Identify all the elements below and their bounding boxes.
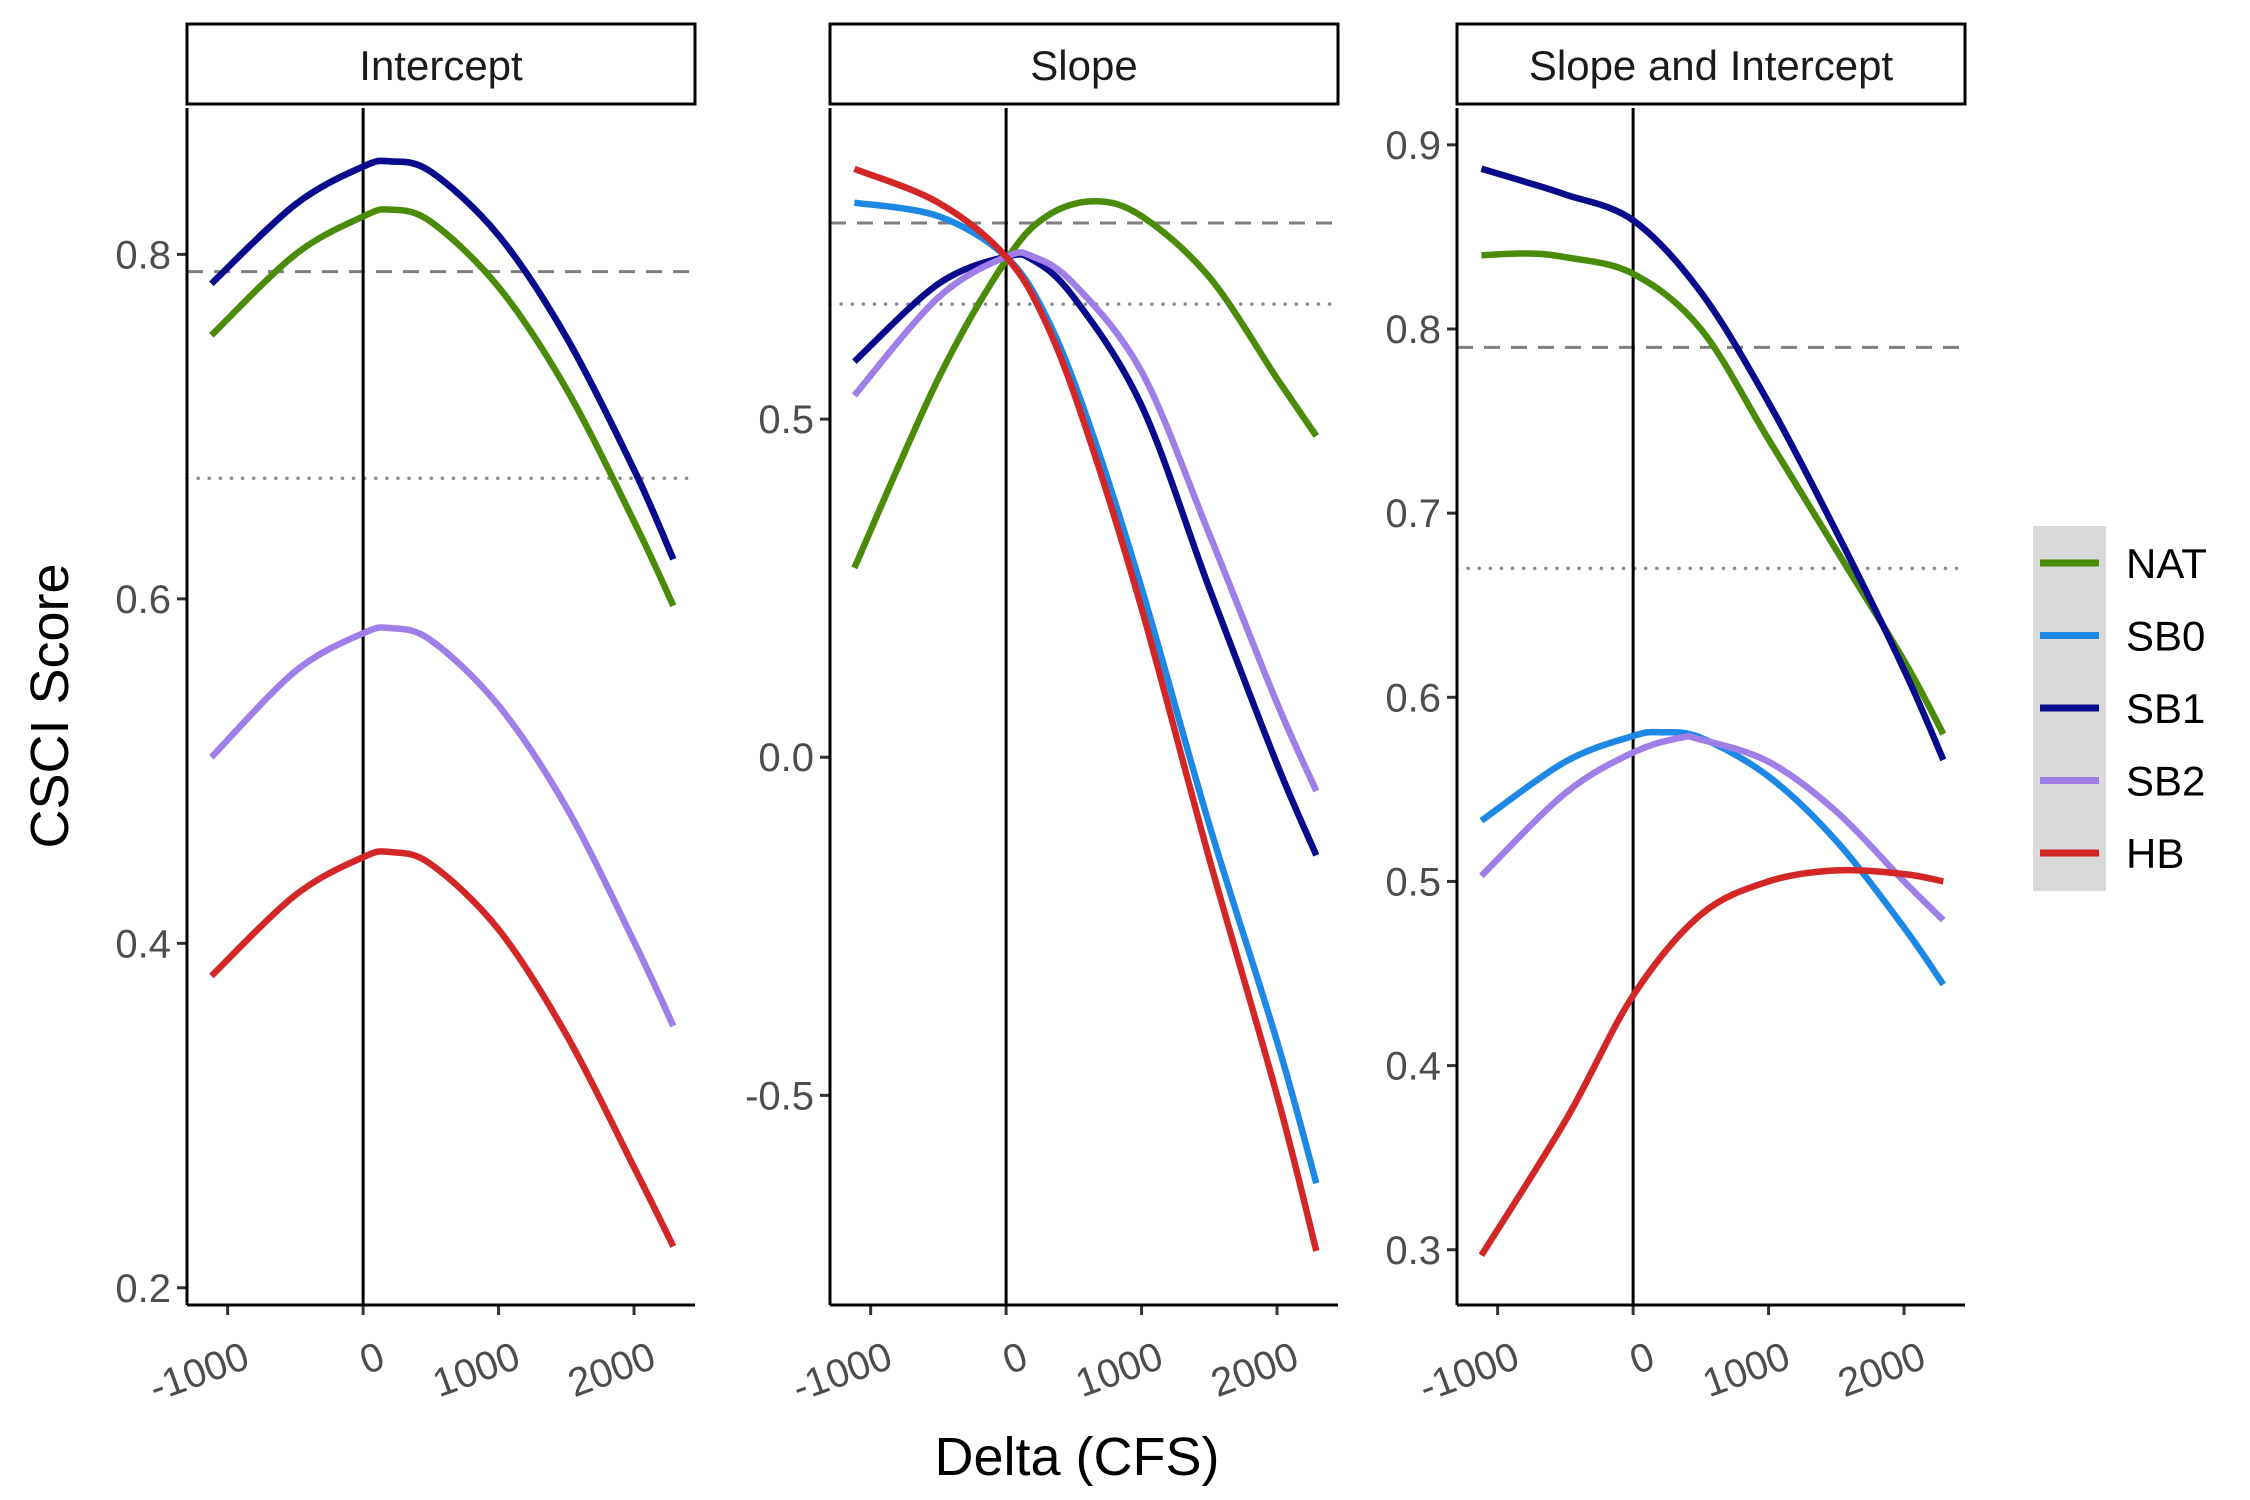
strip-box-slope-and-intercept (1455, 22, 1967, 106)
strip-box-slope (828, 22, 1340, 106)
x-axis-title: Delta (CFS) (934, 1427, 1219, 1487)
y-tick-label-slope-0-0: 0.0 (758, 736, 814, 780)
y-tick-label-slope-0-5: 0.5 (758, 398, 814, 442)
legend-label-sb0: SB0 (2126, 613, 2205, 660)
legend-label-hb: HB (2126, 830, 2184, 877)
series-line-nat-slope (851, 198, 1319, 570)
x-tick-label-intercept-0: 0 (354, 1334, 390, 1383)
x-tick-label-slope-0: 0 (997, 1334, 1033, 1383)
strip-title-slope: Slope (1030, 42, 1137, 89)
x-ticks-intercept: -1000 0 1000 2000 (144, 1305, 661, 1410)
series-line-sb1-slope-and-intercept (1480, 165, 1947, 762)
axes-slope-and-intercept (1455, 108, 1965, 1307)
panel-intercept: Intercept 0.2 0.4 0.6 0.8 -1000 0 1000 2000 (115, 22, 697, 1410)
x-tick-label-intercept-1000: 1000 (427, 1334, 526, 1406)
strip-title-intercept: Intercept (359, 42, 523, 89)
y-ticks-slope: -0.5 0.0 0.5 (745, 398, 830, 1118)
series-line-sb1-slope (852, 251, 1320, 857)
y-tick-label-slope-and-intercept-0-5: 0.5 (1385, 860, 1441, 904)
panel-slope-and-intercept: Slope and Intercept 0.30.40.50.60.70.80.… (1385, 22, 1967, 1410)
series-line-sb2-slope (851, 249, 1320, 793)
legend-label-sb2: SB2 (2126, 758, 2205, 805)
legend-items: NAT SB0 SB1 SB2 HB (2040, 540, 2207, 877)
series-line-sb1-intercept (209, 157, 677, 561)
legend-label-nat: NAT (2126, 540, 2207, 587)
y-tick-label-intercept-0-8: 0.8 (115, 233, 171, 277)
y-tick-label-slope-and-intercept-0-7: 0.7 (1385, 492, 1441, 536)
y-ticks-slope-and-intercept: 0.3 0.4 0.5 0.6 0.7 0.8 0.9 (1385, 124, 1457, 1273)
x-tick-label-slope-and-intercept-0: 0 (1624, 1334, 1660, 1383)
y-tick-label-intercept-0-4: 0.4 (115, 922, 171, 966)
y-tick-label-slope-and-intercept-0-3: 0.3 (1385, 1229, 1441, 1273)
y-tick-label-slope-and-intercept-0-6: 0.6 (1385, 676, 1441, 720)
reference-lines-slope-and-intercept (1455, 108, 1967, 1305)
y-tick-label-slope-and-intercept-0-8: 0.8 (1385, 308, 1441, 352)
series-line-sb2-slope-and-intercept (1479, 733, 1946, 923)
series-line-sb2-intercept (209, 624, 677, 1028)
legend: NAT SB0 SB1 SB2 HB (2033, 526, 2207, 891)
series-line-hb-slope-and-intercept (1478, 866, 1944, 1258)
x-tick-label-slope-and-intercept-2000: 2000 (1832, 1334, 1931, 1406)
x-tick-label-intercept-2000: 2000 (562, 1334, 661, 1406)
series-line-hb-intercept (209, 848, 677, 1248)
y-tick-label-slope-0-5: -0.5 (745, 1074, 814, 1118)
x-tick-label-slope-and-intercept-1000: -1000 (1414, 1334, 1525, 1410)
strip-title-slope-and-intercept: Slope and Intercept (1529, 42, 1894, 89)
y-ticks-intercept: 0.2 0.4 0.6 0.8 (115, 233, 187, 1311)
strip-box-intercept (185, 22, 697, 106)
x-tick-label-intercept-1000: -1000 (144, 1334, 255, 1410)
x-tick-label-slope-2000: 2000 (1205, 1334, 1304, 1406)
x-ticks-slope-and-intercept: -1000 0 1000 2000 (1414, 1305, 1931, 1410)
series-line-nat-slope-and-intercept (1481, 250, 1947, 736)
panel-slope: Slope -0.5 0.0 0.5 -1000 0 1000 2000 (745, 22, 1340, 1410)
x-tick-label-slope-and-intercept-1000: 1000 (1697, 1334, 1796, 1406)
y-axis-title: CSCI Score (20, 563, 80, 848)
axes-slope (828, 108, 1338, 1307)
legend-label-sb1: SB1 (2126, 685, 2205, 732)
axes-intercept (185, 108, 695, 1307)
y-tick-label-intercept-0-2: 0.2 (115, 1267, 171, 1311)
series-intercept (209, 157, 677, 1248)
x-tick-label-slope-1000: 1000 (1070, 1334, 1169, 1406)
series-line-sb0-slope-and-intercept (1479, 728, 1946, 987)
series-slope-and-intercept (1478, 165, 1947, 1258)
y-tick-label-slope-and-intercept-0-9: 0.9 (1385, 124, 1441, 168)
reference-lines-slope (828, 108, 1340, 1305)
series-line-nat-intercept (209, 206, 677, 608)
y-tick-label-slope-and-intercept-0-4: 0.4 (1385, 1045, 1441, 1089)
series-line-hb-slope (853, 165, 1320, 1252)
x-tick-label-slope-1000: -1000 (787, 1334, 898, 1410)
x-ticks-slope: -1000 0 1000 2000 (787, 1305, 1304, 1410)
y-tick-label-intercept-0-6: 0.6 (115, 578, 171, 622)
series-slope (851, 165, 1320, 1252)
